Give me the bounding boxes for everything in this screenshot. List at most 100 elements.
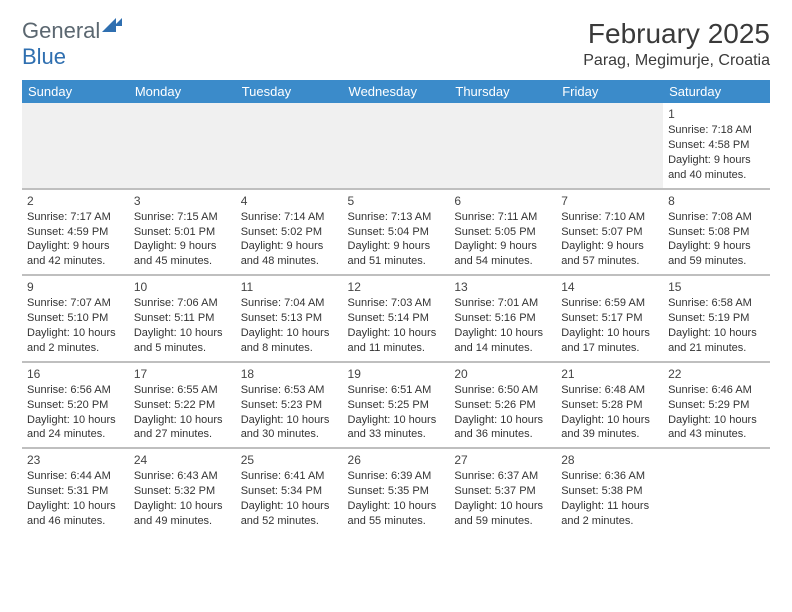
cell-daylight: Daylight: 10 hours and 55 minutes.	[348, 499, 445, 529]
cell-sunset: Sunset: 5:13 PM	[241, 311, 338, 326]
cell-sunset: Sunset: 5:08 PM	[668, 225, 765, 240]
cell-sunset: Sunset: 5:20 PM	[27, 398, 124, 413]
day-number: 13	[454, 279, 551, 295]
cell-sunrise: Sunrise: 7:04 AM	[241, 296, 338, 311]
calendar-cell: 25Sunrise: 6:41 AMSunset: 5:34 PMDayligh…	[236, 448, 343, 534]
brand-logo: General Blue	[22, 18, 122, 70]
location-subtitle: Parag, Megimurje, Croatia	[583, 52, 770, 70]
cell-daylight: Daylight: 9 hours and 40 minutes.	[668, 153, 765, 183]
day-number: 20	[454, 366, 551, 382]
calendar-week-row: 16Sunrise: 6:56 AMSunset: 5:20 PMDayligh…	[22, 362, 770, 449]
day-number: 8	[668, 193, 765, 209]
cell-daylight: Daylight: 10 hours and 11 minutes.	[348, 326, 445, 356]
brand-part2: Blue	[22, 44, 66, 69]
cell-sunrise: Sunrise: 7:08 AM	[668, 210, 765, 225]
cell-sunrise: Sunrise: 6:41 AM	[241, 469, 338, 484]
calendar-cell: 22Sunrise: 6:46 AMSunset: 5:29 PMDayligh…	[663, 362, 770, 449]
header: General Blue February 2025 Parag, Megimu…	[22, 18, 770, 70]
cell-sunrise: Sunrise: 6:48 AM	[561, 383, 658, 398]
day-header: Monday	[129, 80, 236, 103]
brand-text: General Blue	[22, 18, 122, 70]
calendar-cell: 12Sunrise: 7:03 AMSunset: 5:14 PMDayligh…	[343, 275, 450, 362]
day-number: 1	[668, 106, 765, 122]
cell-sunset: Sunset: 5:14 PM	[348, 311, 445, 326]
cell-daylight: Daylight: 10 hours and 33 minutes.	[348, 413, 445, 443]
cell-sunset: Sunset: 5:22 PM	[134, 398, 231, 413]
day-header: Saturday	[663, 80, 770, 103]
calendar-cell	[129, 103, 236, 189]
day-number: 14	[561, 279, 658, 295]
calendar-body: 1Sunrise: 7:18 AMSunset: 4:58 PMDaylight…	[22, 103, 770, 534]
cell-sunset: Sunset: 5:17 PM	[561, 311, 658, 326]
cell-sunrise: Sunrise: 7:03 AM	[348, 296, 445, 311]
cell-sunrise: Sunrise: 6:55 AM	[134, 383, 231, 398]
calendar-cell: 1Sunrise: 7:18 AMSunset: 4:58 PMDaylight…	[663, 103, 770, 189]
cell-daylight: Daylight: 10 hours and 43 minutes.	[668, 413, 765, 443]
calendar-cell	[556, 103, 663, 189]
day-number: 9	[27, 279, 124, 295]
calendar-cell: 26Sunrise: 6:39 AMSunset: 5:35 PMDayligh…	[343, 448, 450, 534]
day-number: 6	[454, 193, 551, 209]
cell-daylight: Daylight: 10 hours and 36 minutes.	[454, 413, 551, 443]
cell-sunset: Sunset: 5:04 PM	[348, 225, 445, 240]
cell-sunrise: Sunrise: 7:06 AM	[134, 296, 231, 311]
calendar-cell: 6Sunrise: 7:11 AMSunset: 5:05 PMDaylight…	[449, 189, 556, 276]
day-header: Sunday	[22, 80, 129, 103]
brand-part1: General	[22, 18, 100, 43]
calendar-cell: 7Sunrise: 7:10 AMSunset: 5:07 PMDaylight…	[556, 189, 663, 276]
calendar-cell: 28Sunrise: 6:36 AMSunset: 5:38 PMDayligh…	[556, 448, 663, 534]
day-number: 17	[134, 366, 231, 382]
calendar-head: SundayMondayTuesdayWednesdayThursdayFrid…	[22, 80, 770, 103]
day-number: 18	[241, 366, 338, 382]
cell-sunrise: Sunrise: 7:14 AM	[241, 210, 338, 225]
calendar-week-row: 9Sunrise: 7:07 AMSunset: 5:10 PMDaylight…	[22, 275, 770, 362]
day-header: Friday	[556, 80, 663, 103]
day-header: Wednesday	[343, 80, 450, 103]
day-number: 3	[134, 193, 231, 209]
calendar-cell: 20Sunrise: 6:50 AMSunset: 5:26 PMDayligh…	[449, 362, 556, 449]
calendar-week-row: 1Sunrise: 7:18 AMSunset: 4:58 PMDaylight…	[22, 103, 770, 189]
cell-sunset: Sunset: 5:37 PM	[454, 484, 551, 499]
cell-daylight: Daylight: 10 hours and 27 minutes.	[134, 413, 231, 443]
cell-sunset: Sunset: 5:28 PM	[561, 398, 658, 413]
day-number: 10	[134, 279, 231, 295]
cell-sunrise: Sunrise: 7:01 AM	[454, 296, 551, 311]
day-number: 22	[668, 366, 765, 382]
calendar-cell: 24Sunrise: 6:43 AMSunset: 5:32 PMDayligh…	[129, 448, 236, 534]
calendar-week-row: 2Sunrise: 7:17 AMSunset: 4:59 PMDaylight…	[22, 189, 770, 276]
day-number: 2	[27, 193, 124, 209]
cell-sunrise: Sunrise: 7:11 AM	[454, 210, 551, 225]
cell-sunset: Sunset: 4:59 PM	[27, 225, 124, 240]
cell-sunrise: Sunrise: 6:43 AM	[134, 469, 231, 484]
calendar-page: General Blue February 2025 Parag, Megimu…	[0, 0, 792, 534]
cell-daylight: Daylight: 10 hours and 17 minutes.	[561, 326, 658, 356]
cell-sunrise: Sunrise: 7:07 AM	[27, 296, 124, 311]
day-number: 16	[27, 366, 124, 382]
cell-daylight: Daylight: 9 hours and 42 minutes.	[27, 239, 124, 269]
cell-daylight: Daylight: 10 hours and 14 minutes.	[454, 326, 551, 356]
calendar-cell: 27Sunrise: 6:37 AMSunset: 5:37 PMDayligh…	[449, 448, 556, 534]
calendar-cell: 16Sunrise: 6:56 AMSunset: 5:20 PMDayligh…	[22, 362, 129, 449]
calendar-cell: 4Sunrise: 7:14 AMSunset: 5:02 PMDaylight…	[236, 189, 343, 276]
cell-sunrise: Sunrise: 7:17 AM	[27, 210, 124, 225]
calendar-cell: 17Sunrise: 6:55 AMSunset: 5:22 PMDayligh…	[129, 362, 236, 449]
calendar-cell: 2Sunrise: 7:17 AMSunset: 4:59 PMDaylight…	[22, 189, 129, 276]
calendar-cell	[236, 103, 343, 189]
calendar-cell	[343, 103, 450, 189]
cell-sunrise: Sunrise: 6:39 AM	[348, 469, 445, 484]
day-number: 12	[348, 279, 445, 295]
cell-daylight: Daylight: 10 hours and 2 minutes.	[27, 326, 124, 356]
cell-sunrise: Sunrise: 6:46 AM	[668, 383, 765, 398]
cell-sunset: Sunset: 5:10 PM	[27, 311, 124, 326]
cell-daylight: Daylight: 10 hours and 5 minutes.	[134, 326, 231, 356]
day-number: 25	[241, 452, 338, 468]
cell-daylight: Daylight: 10 hours and 59 minutes.	[454, 499, 551, 529]
cell-sunrise: Sunrise: 7:15 AM	[134, 210, 231, 225]
cell-daylight: Daylight: 9 hours and 59 minutes.	[668, 239, 765, 269]
cell-sunrise: Sunrise: 7:13 AM	[348, 210, 445, 225]
cell-sunrise: Sunrise: 6:58 AM	[668, 296, 765, 311]
cell-sunset: Sunset: 5:19 PM	[668, 311, 765, 326]
title-block: February 2025 Parag, Megimurje, Croatia	[583, 18, 770, 70]
day-number: 24	[134, 452, 231, 468]
calendar-cell: 8Sunrise: 7:08 AMSunset: 5:08 PMDaylight…	[663, 189, 770, 276]
